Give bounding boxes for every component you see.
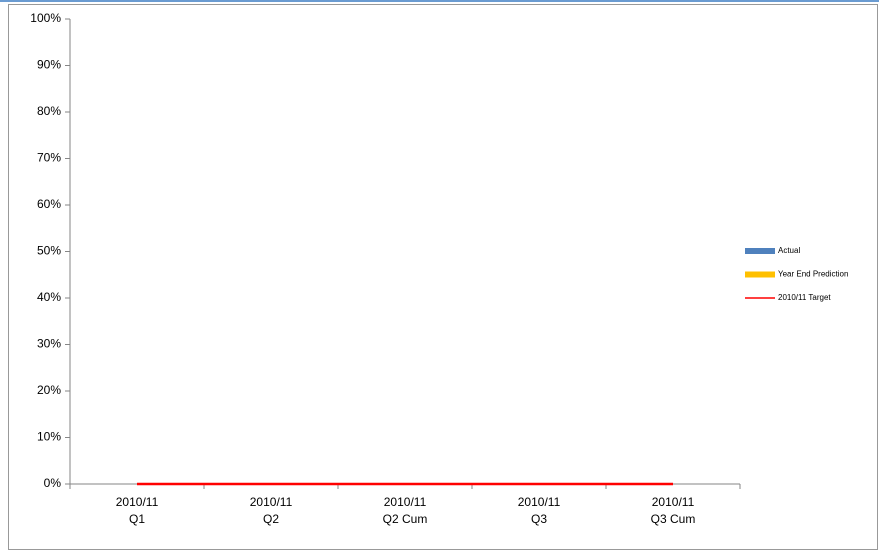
- x-tick-label: 2010/11 Q2: [249, 495, 293, 526]
- legend-label: Year End Prediction: [778, 270, 848, 279]
- legend-label: 2010/11 Target: [778, 293, 831, 302]
- y-tick-label: 90%: [37, 58, 61, 72]
- y-tick-label: 20%: [37, 383, 61, 397]
- x-tick-label: 2010/11 Q3: [517, 495, 561, 526]
- y-tick-label: 50%: [37, 244, 61, 258]
- y-tick-label: 30%: [37, 337, 61, 351]
- x-tick-label: 2010/11 Q3 Cum: [650, 495, 696, 526]
- legend-swatch: [745, 271, 775, 278]
- y-tick-label: 40%: [37, 290, 61, 304]
- legend-label: Actual: [778, 246, 800, 255]
- y-tick-label: 10%: [37, 430, 61, 444]
- top-bar: [0, 0, 879, 2]
- y-tick-label: 80%: [37, 104, 61, 118]
- x-tick-label: 2010/11 Q1: [115, 495, 159, 526]
- chart-frame: [8, 4, 878, 550]
- y-tick-label: 100%: [30, 11, 61, 25]
- y-tick-label: 60%: [37, 197, 61, 211]
- y-tick-label: 70%: [37, 151, 61, 165]
- legend-swatch: [745, 248, 775, 254]
- x-tick-label: 2010/11 Q2 Cum: [382, 495, 428, 526]
- y-tick-label: 0%: [44, 476, 62, 490]
